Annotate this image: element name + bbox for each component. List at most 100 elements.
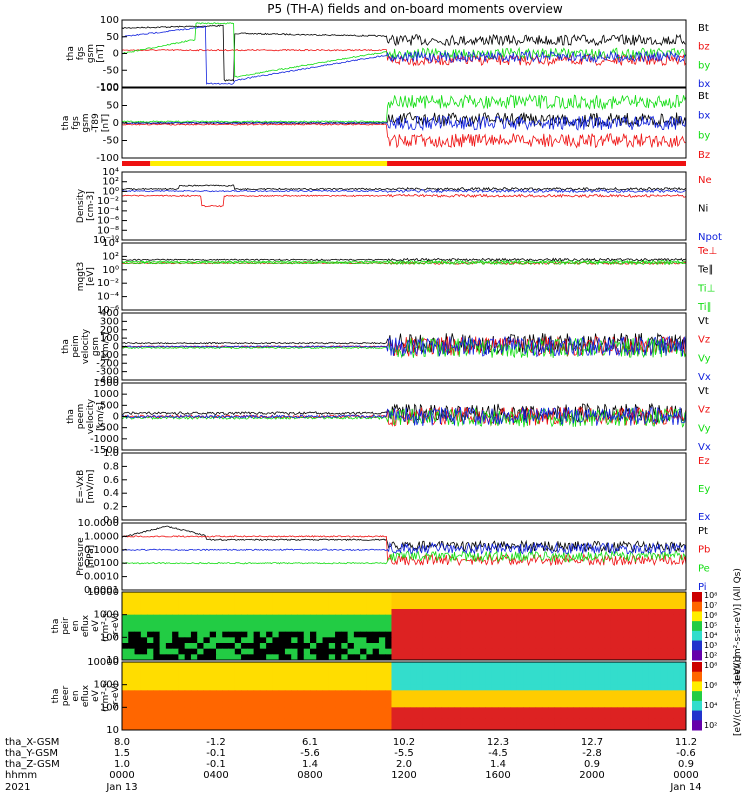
heatmap-cell [598, 713, 606, 720]
heatmap-cell [454, 648, 461, 655]
heatmap-cell [291, 673, 298, 680]
heatmap-cell [673, 648, 681, 655]
heatmap-cell [190, 609, 198, 616]
heatmap-cell [654, 597, 662, 604]
heatmap-cell [579, 684, 587, 691]
heatmap-cell [184, 724, 192, 731]
heatmap-cell [253, 654, 261, 661]
heatmap-cell [197, 724, 204, 731]
heatmap-cell [410, 679, 418, 686]
time-axis-value: 1.0 [114, 759, 130, 770]
heatmap-cell [316, 603, 324, 610]
heatmap-cell [479, 614, 486, 621]
heatmap-cell [178, 614, 186, 621]
y-axis-label: [km/s] [96, 402, 106, 431]
heatmap-cell [598, 637, 606, 644]
heatmap-cell [253, 707, 261, 714]
heatmap-cell [147, 684, 154, 691]
heatmap-cell [134, 690, 142, 697]
heatmap-cell [592, 614, 599, 621]
heatmap-cell [535, 631, 543, 638]
heatmap-cell [667, 614, 674, 621]
heatmap-cell [209, 696, 217, 703]
heatmap-cell [159, 648, 167, 655]
heatmap-cell [548, 592, 555, 599]
heatmap-cell [165, 684, 173, 691]
heatmap-cell [472, 609, 480, 616]
heatmap-cell [378, 637, 386, 644]
heatmap-cell [172, 707, 179, 714]
heatmap-cell [310, 707, 317, 714]
heatmap-cell [247, 662, 255, 669]
time-axis-value: 0.9 [584, 759, 600, 770]
heatmap-cell [366, 713, 374, 720]
heatmap-cell [203, 637, 211, 644]
heatmap-cell [447, 701, 455, 708]
heatmap-cell [266, 690, 273, 697]
heatmap-cell [523, 597, 530, 604]
heatmap-cell [272, 614, 280, 621]
heatmap-cell [241, 609, 248, 616]
heatmap-cell [410, 713, 418, 720]
panel-frame [121, 522, 687, 591]
heatmap-cell [122, 597, 129, 604]
heatmap-cell [504, 667, 512, 674]
heatmap-cell [353, 690, 361, 697]
heatmap-cell [654, 637, 662, 644]
heatmap-cell [128, 673, 136, 680]
heatmap-cell [165, 648, 173, 655]
heatmap-cell [472, 662, 480, 669]
heatmap-cell [585, 648, 593, 655]
heatmap-cell [347, 696, 355, 703]
heatmap-cell [447, 667, 455, 674]
heatmap-cell [335, 696, 342, 703]
heatmap-cell [228, 707, 236, 714]
heatmap-cell [510, 626, 518, 633]
heatmap-cell [592, 648, 599, 655]
heatmap-cell [197, 684, 204, 691]
heatmap-cell [491, 592, 499, 599]
heatmap-cell [184, 603, 192, 610]
heatmap-cell [303, 654, 311, 661]
heatmap-cell [153, 654, 161, 661]
heatmap-cell [573, 603, 580, 610]
heatmap-cell [422, 673, 430, 680]
heatmap-cell [667, 648, 674, 655]
heatmap-cell [372, 597, 380, 604]
heatmap-cell [378, 597, 386, 604]
heatmap-cell [429, 620, 436, 627]
heatmap-cell [203, 603, 211, 610]
heatmap-cell [617, 684, 624, 691]
heatmap-cell [159, 637, 167, 644]
heatmap-cell [397, 643, 405, 650]
heatmap-cell [673, 696, 681, 703]
heatmap-cell [673, 724, 681, 731]
heatmap-cell [341, 654, 349, 661]
heatmap-cell [404, 620, 411, 627]
heatmap-cell [128, 637, 136, 644]
heatmap-cell [592, 701, 599, 708]
heatmap-cell [535, 696, 543, 703]
heatmap-cell [617, 701, 624, 708]
heatmap-cell [147, 701, 154, 708]
heatmap-cell [623, 603, 631, 610]
heatmap-cell [504, 626, 512, 633]
heatmap-cell [190, 673, 198, 680]
heatmap-cell [629, 631, 637, 638]
heatmap-cell [134, 637, 142, 644]
heatmap-cell [165, 667, 173, 674]
heatmap-cell [491, 603, 499, 610]
y-axis-label: -T89 [91, 113, 101, 133]
heatmap-cell [222, 673, 230, 680]
y-axis-label: E=-VxB [76, 470, 86, 504]
heatmap-cell [253, 718, 261, 725]
heatmap-cell [234, 662, 242, 669]
heatmap-cell [278, 609, 286, 616]
heatmap-cell [429, 648, 436, 655]
heatmap-cell [466, 637, 474, 644]
colorbar-segment [692, 650, 702, 661]
heatmap-cell [241, 679, 248, 686]
heatmap-cell [328, 662, 336, 669]
